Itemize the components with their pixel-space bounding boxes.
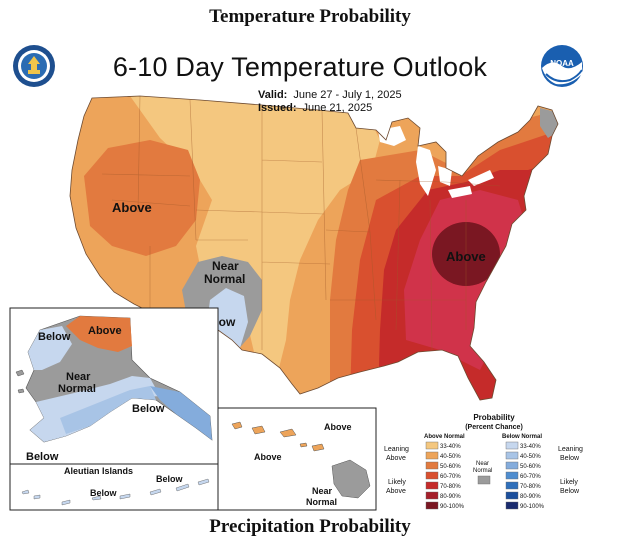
legend-above-range-label-4: 70-80% xyxy=(440,484,461,490)
legend-above-swatch-3 xyxy=(425,471,439,480)
hawaii-inset: Above Above Near Normal xyxy=(217,407,377,511)
great-lakes-water xyxy=(378,126,494,198)
legend-above-swatch-2 xyxy=(425,461,439,470)
noaa-logo-icon: NOAA xyxy=(540,44,584,93)
commerce-department-seal-icon xyxy=(12,44,56,93)
legend-above-range-label-0: 33-40% xyxy=(440,444,461,450)
issued-value: June 21, 2025 xyxy=(302,102,373,114)
legend-above-swatch-6 xyxy=(425,501,439,510)
legend-above-range-label-6: 90-100% xyxy=(440,504,465,510)
legend-below-swatch-2 xyxy=(505,461,519,470)
label-southwest-normal: Normal xyxy=(204,272,245,286)
legend-below-range-label-5: 80-90% xyxy=(520,494,541,500)
label-southwest-near: Near xyxy=(212,259,239,273)
hawaii-big-island xyxy=(331,459,371,499)
legend-above-swatch-4 xyxy=(425,481,439,490)
valid-dates: Valid: June 27 - July 1, 2025 xyxy=(258,89,402,101)
label-ak-near: Near xyxy=(66,371,91,383)
label-hi-normal: Normal xyxy=(306,497,337,507)
alaska-below-south-2 xyxy=(60,386,156,434)
map-title: 6-10 Day Temperature Outlook xyxy=(112,52,488,82)
legend-above-range-label-5: 80-90% xyxy=(440,494,461,500)
alaska-below-panhandle xyxy=(150,386,212,440)
label-east-above: Above xyxy=(446,249,486,264)
page-heading-precipitation: Precipitation Probability xyxy=(209,516,411,537)
legend-below-range-label-0: 33-40% xyxy=(520,444,541,450)
label-hi-above-w: Above xyxy=(254,452,282,462)
legend-likely-below-1: Likely xyxy=(560,479,578,486)
legend-leaning-below-1: Leaning xyxy=(558,446,583,453)
aleutian-islands-shapes xyxy=(21,478,210,506)
label-ak-below-nw: Below xyxy=(38,331,71,343)
legend-below-swatch-3 xyxy=(505,471,519,480)
legend-above-swatch-5 xyxy=(425,491,439,500)
label-hi-above-n: Above xyxy=(324,422,352,432)
legend-below-swatch-6 xyxy=(505,501,519,510)
svg-text:NOAA: NOAA xyxy=(550,59,574,68)
legend-below-swatches: 33-40% 40-50% 50-60% 60-70% 70-80% 80-90% 90-1… xyxy=(505,441,545,510)
legend-leaning-above-2: Above xyxy=(386,455,406,462)
legend-below-swatch-5 xyxy=(505,491,519,500)
legend-leaning-above-1: Leaning xyxy=(384,446,409,453)
label-aleutian-below-e: Below xyxy=(156,474,184,484)
legend-leaning-below-2: Below xyxy=(560,455,580,462)
alaska-above-north xyxy=(66,316,132,352)
legend-above-swatch-0 xyxy=(425,441,439,450)
legend-below-range-label-4: 70-80% xyxy=(520,484,541,490)
legend-likely-below-2: Below xyxy=(560,488,580,495)
page-heading-temperature: Temperature Probability xyxy=(209,6,411,27)
label-ak-below-se: Below xyxy=(132,403,165,415)
legend-below-swatch-4 xyxy=(505,481,519,490)
issued-label: Issued: xyxy=(258,102,297,114)
legend-likely-above-1: Likely xyxy=(388,479,406,486)
label-ak-normal: Normal xyxy=(58,383,96,395)
legend-near-label-2: Normal xyxy=(473,468,492,474)
legend-above-range-label-2: 50-60% xyxy=(440,464,461,470)
state-borders xyxy=(101,96,501,351)
label-ak-above: Above xyxy=(88,325,122,337)
legend-above-range-label-1: 40-50% xyxy=(440,454,461,460)
legend-below-range-label-6: 90-100% xyxy=(520,504,545,510)
legend-below-range-label-2: 50-60% xyxy=(520,464,541,470)
legend-likely-above-2: Above xyxy=(386,488,406,495)
valid-range: June 27 - July 1, 2025 xyxy=(293,89,402,101)
aleutian-inset: Aleutian Islands Below Below xyxy=(9,463,219,511)
alaska-islands xyxy=(15,369,25,394)
legend-above-swatch-1 xyxy=(425,451,439,460)
alaska-below-west xyxy=(28,326,72,370)
legend-near-swatch xyxy=(477,475,491,485)
label-west-above: Above xyxy=(112,200,152,215)
legend-below-swatch-0 xyxy=(505,441,519,450)
hawaii-islands xyxy=(231,421,325,452)
legend-below-range-label-3: 60-70% xyxy=(520,474,541,480)
label-aleutian-below-w: Below xyxy=(90,488,118,498)
issued-date: Issued: June 21, 2025 xyxy=(258,102,372,114)
legend-below-swatch-1 xyxy=(505,451,519,460)
legend-below-header: Below Normal xyxy=(502,434,542,440)
legend-subtitle: (Percent Chance) xyxy=(465,424,523,431)
alaska-inset: Below Above Near Normal Below Below xyxy=(9,307,219,465)
label-hi-near: Near xyxy=(312,486,333,496)
legend-above-swatches: 33-40% 40-50% 50-60% 60-70% 70-80% 80-90% 90-1… xyxy=(425,441,465,510)
label-aleutian-title: Aleutian Islands xyxy=(64,466,133,476)
legend-below-range-label-1: 40-50% xyxy=(520,454,541,460)
west-core-60-70 xyxy=(84,140,200,256)
legend-title: Probability xyxy=(473,413,515,422)
label-ak-below-sw: Below xyxy=(26,451,59,463)
legend-near-label-1: Near xyxy=(476,461,489,467)
valid-label: Valid: xyxy=(258,89,288,101)
legend-above-range-label-3: 60-70% xyxy=(440,474,461,480)
probability-legend: Probability (Percent Chance) Above Norma… xyxy=(384,413,583,510)
legend-above-header: Above Normal xyxy=(424,434,465,440)
